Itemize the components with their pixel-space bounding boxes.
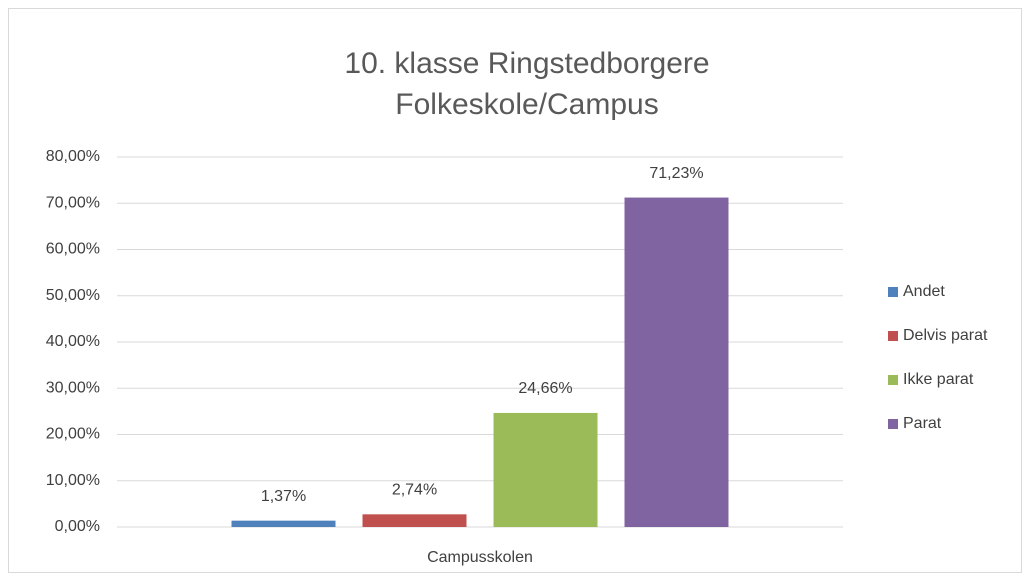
- y-tick-label: 50,00%: [46, 287, 100, 304]
- bar: [362, 514, 467, 527]
- chart-title: 10. klasse Ringstedborgere: [344, 47, 709, 80]
- bar: [231, 520, 336, 527]
- y-tick-label: 10,00%: [46, 472, 100, 489]
- legend-label: Andet: [903, 283, 945, 300]
- y-tick-label: 70,00%: [46, 194, 100, 211]
- y-tick-label: 40,00%: [46, 333, 100, 350]
- x-tick-label: Campusskolen: [427, 549, 533, 566]
- legend-label: Parat: [903, 415, 942, 432]
- legend-swatch: [888, 375, 898, 385]
- data-label: 71,23%: [649, 165, 703, 182]
- bar: [624, 197, 729, 527]
- chart-title: Folkeskole/Campus: [395, 88, 658, 121]
- y-tick-label: 30,00%: [46, 379, 100, 396]
- legend-label: Ikke parat: [903, 371, 974, 388]
- y-tick-label: 0,00%: [55, 518, 100, 535]
- data-label: 24,66%: [518, 380, 572, 397]
- y-tick-label: 80,00%: [46, 148, 100, 165]
- y-tick-label: 60,00%: [46, 241, 100, 258]
- data-label: 1,37%: [261, 488, 306, 505]
- y-tick-label: 20,00%: [46, 426, 100, 443]
- legend-swatch: [888, 419, 898, 429]
- data-label: 2,74%: [392, 482, 437, 499]
- legend-label: Delvis parat: [903, 327, 988, 344]
- legend-swatch: [888, 331, 898, 341]
- legend-swatch: [888, 287, 898, 297]
- bar: [493, 412, 598, 527]
